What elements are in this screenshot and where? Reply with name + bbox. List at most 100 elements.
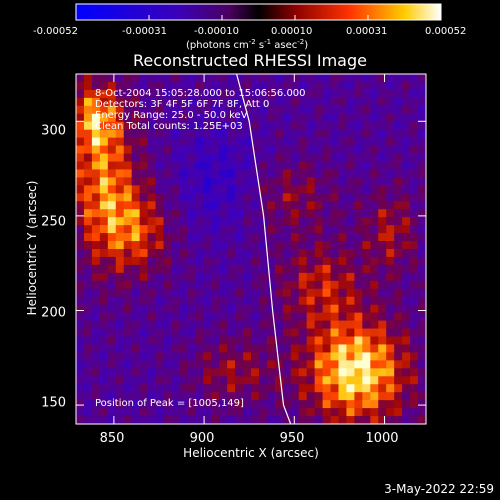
heatmap-cell	[203, 328, 212, 338]
heatmap-cell	[314, 185, 324, 194]
heatmap-cell	[179, 153, 188, 163]
heatmap-cell	[346, 384, 355, 393]
heatmap-cell	[282, 74, 292, 83]
heatmap-cell	[76, 97, 85, 107]
heatmap-cell	[386, 352, 395, 361]
heatmap-cell	[195, 225, 204, 234]
heatmap-cell	[402, 121, 411, 131]
heatmap-cell	[171, 392, 180, 401]
heatmap-cell	[195, 392, 204, 401]
heatmap-cell	[195, 384, 204, 393]
heatmap-cell	[99, 241, 109, 250]
heatmap-cell	[418, 74, 427, 83]
heatmap-cell	[195, 233, 204, 242]
heatmap-cell	[362, 416, 371, 425]
heatmap-cell	[195, 145, 204, 155]
heatmap-cell	[274, 336, 284, 346]
heatmap-cell	[187, 153, 196, 163]
heatmap-cell	[402, 392, 411, 401]
heatmap-cell	[274, 201, 284, 210]
heatmap-cell	[91, 360, 101, 369]
heatmap-cell	[131, 74, 141, 83]
heatmap-cell	[251, 105, 260, 115]
heatmap-cell	[139, 97, 149, 107]
heatmap-cell	[338, 217, 348, 226]
heatmap-cell	[378, 209, 387, 218]
heatmap-cell	[386, 225, 395, 234]
heatmap-cell	[91, 74, 101, 83]
heatmap-cell	[362, 264, 371, 274]
heatmap-cell	[243, 209, 252, 218]
heatmap-cell	[386, 360, 395, 369]
heatmap-cell	[282, 209, 292, 218]
heatmap-cell	[274, 249, 284, 258]
y-tick-label: 250	[41, 214, 66, 230]
heatmap-cell	[187, 201, 196, 210]
heatmap-cell	[362, 384, 371, 393]
heatmap-cell	[346, 161, 355, 171]
heatmap-cell	[187, 360, 196, 369]
heatmap-cell	[314, 81, 324, 91]
heatmap-cell	[123, 161, 133, 171]
heatmap-cell	[243, 376, 252, 385]
heatmap-cell	[107, 312, 117, 322]
heatmap-cell	[155, 296, 165, 306]
heatmap-cell	[147, 201, 157, 210]
heatmap-cell	[211, 177, 220, 186]
heatmap-cell	[155, 336, 165, 346]
heatmap-cell	[147, 81, 157, 91]
heatmap-cell	[179, 121, 188, 131]
heatmap-cell	[227, 304, 236, 314]
heatmap-cell	[306, 264, 316, 274]
heatmap-cell	[346, 145, 355, 155]
heatmap-cell	[147, 344, 157, 353]
heatmap-cell	[338, 74, 348, 83]
heatmap-cell	[91, 81, 101, 91]
heatmap-cell	[402, 264, 411, 274]
heatmap-cell	[107, 384, 117, 393]
heatmap-cell	[258, 241, 268, 250]
heatmap-cell	[251, 392, 260, 401]
heatmap-cell	[378, 193, 387, 202]
heatmap-cell	[131, 288, 141, 298]
heatmap-cell	[274, 233, 284, 242]
heatmap-cell	[83, 249, 93, 258]
heatmap-cell	[386, 74, 395, 83]
heatmap-cell	[386, 296, 395, 306]
heatmap-cell	[99, 145, 109, 155]
heatmap-cell	[346, 113, 355, 123]
heatmap-cell	[187, 400, 196, 409]
heatmap-cell	[394, 264, 403, 274]
heatmap-cell	[139, 74, 149, 83]
heatmap-cell	[131, 344, 141, 353]
heatmap-cell	[203, 368, 212, 377]
heatmap-cell	[99, 153, 109, 163]
heatmap-cell	[314, 264, 324, 274]
heatmap-cell	[306, 177, 316, 186]
heatmap-cell	[354, 368, 363, 377]
heatmap-cell	[338, 288, 348, 298]
heatmap-cell	[330, 408, 340, 417]
heatmap-cell	[282, 416, 292, 425]
heatmap-cell	[418, 344, 427, 353]
heatmap-cell	[418, 360, 427, 369]
heatmap-cell	[354, 161, 363, 171]
heatmap-cell	[306, 113, 316, 123]
heatmap-cell	[298, 312, 308, 322]
heatmap-cell	[354, 97, 363, 107]
heatmap-cell	[179, 312, 188, 322]
heatmap-cell	[370, 416, 379, 425]
heatmap-cell	[131, 113, 141, 123]
heatmap-cell	[91, 280, 101, 290]
heatmap-cell	[314, 105, 324, 115]
heatmap-cell	[266, 233, 276, 242]
heatmap-cell	[346, 400, 355, 409]
heatmap-cell	[171, 304, 180, 314]
heatmap-cell	[274, 288, 284, 298]
heatmap-cell	[362, 81, 371, 91]
heatmap-cell	[83, 296, 93, 306]
heatmap-cell	[187, 177, 196, 186]
heatmap-cell	[290, 233, 300, 242]
heatmap-cell	[266, 384, 276, 393]
heatmap-cell	[418, 328, 427, 338]
